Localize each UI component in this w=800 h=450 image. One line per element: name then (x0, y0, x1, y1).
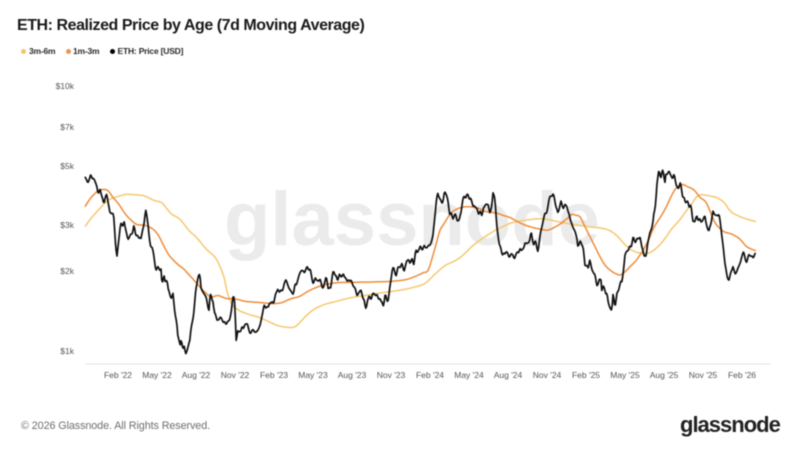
svg-text:$5k: $5k (60, 161, 74, 171)
svg-text:May '24: May '24 (454, 370, 484, 380)
svg-text:Feb '22: Feb '22 (104, 370, 132, 380)
svg-text:Feb '25: Feb '25 (572, 370, 600, 380)
svg-text:Feb '23: Feb '23 (260, 370, 288, 380)
svg-text:Feb '24: Feb '24 (416, 370, 444, 380)
svg-text:Feb '26: Feb '26 (728, 370, 756, 380)
svg-text:Nov '25: Nov '25 (689, 370, 718, 380)
svg-text:$3k: $3k (60, 220, 74, 230)
svg-text:May '25: May '25 (610, 370, 640, 380)
svg-text:May '23: May '23 (298, 370, 328, 380)
svg-text:Nov '23: Nov '23 (377, 370, 406, 380)
svg-text:May '22: May '22 (142, 370, 172, 380)
svg-text:Nov '22: Nov '22 (221, 370, 250, 380)
svg-text:Nov '24: Nov '24 (533, 370, 562, 380)
svg-text:Aug '24: Aug '24 (494, 370, 523, 380)
svg-text:Aug '23: Aug '23 (338, 370, 367, 380)
svg-text:$1k: $1k (60, 346, 74, 356)
svg-text:$7k: $7k (60, 122, 74, 132)
svg-text:Aug '22: Aug '22 (182, 370, 211, 380)
svg-text:$2k: $2k (60, 266, 74, 276)
svg-text:Aug '25: Aug '25 (650, 370, 679, 380)
svg-text:$10k: $10k (56, 81, 75, 91)
